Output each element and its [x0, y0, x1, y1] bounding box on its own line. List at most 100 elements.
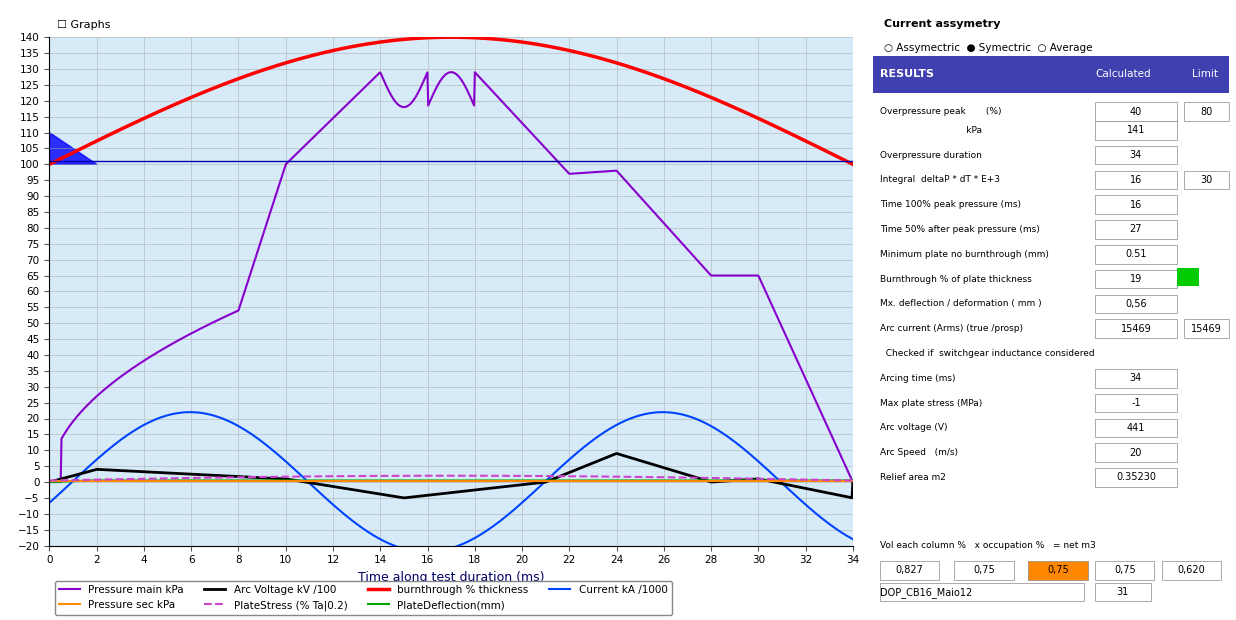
Text: 30: 30: [1200, 175, 1213, 185]
Text: 31: 31: [1117, 587, 1128, 597]
PlateStress (% Ta|0.2): [42, 477, 57, 484]
PlateStress (% Ta|0.2): [684, 474, 698, 481]
Line: burnthrough % thickness: burnthrough % thickness: [49, 37, 853, 164]
PlateDeflection(mm): [125, 477, 140, 484]
Text: Max plate stress (MPa): Max plate stress (MPa): [880, 399, 983, 407]
Bar: [1095, 418, 1177, 437]
Bar: [880, 583, 1084, 601]
PlateStress (% Ta|0.2): [367, 472, 382, 480]
Bar: [1095, 468, 1177, 487]
Arc Voltage kV /100: [124, 467, 138, 475]
Arc Voltage kV /100: [367, 489, 382, 497]
PlateDeflection(mm): [82, 477, 96, 484]
Bar: [1177, 268, 1199, 286]
Bar: [1184, 102, 1229, 121]
Text: 15469: 15469: [1121, 324, 1151, 334]
Current kA /1000: [419, 548, 434, 556]
Arc Voltage kV /100: [397, 494, 412, 502]
Bar: [1095, 443, 1177, 462]
Bar: [1184, 319, 1229, 338]
Bar: [1095, 245, 1177, 264]
Text: Time 100% peak pressure (ms): Time 100% peak pressure (ms): [880, 200, 1021, 209]
burnthrough % thickness: [396, 36, 410, 43]
Line: Pressure main kPa: Pressure main kPa: [49, 72, 853, 482]
burnthrough % thickness: [367, 39, 382, 46]
Text: Arc current (Arms) (true /prosp): Arc current (Arms) (true /prosp): [880, 324, 1023, 333]
Bar: [1095, 583, 1151, 601]
Text: Integral  deltaP * dT * E+3: Integral deltaP * dT * E+3: [880, 175, 1000, 184]
Text: kPa: kPa: [880, 126, 983, 135]
PlateStress (% Ta|0.2): [396, 472, 410, 479]
Arc Voltage kV /100: [845, 479, 860, 486]
Text: 20: 20: [1130, 448, 1142, 458]
Line: PlateStress (% Ta|0.2): PlateStress (% Ta|0.2): [49, 476, 853, 480]
PlateDeflection(mm): [684, 477, 698, 484]
Pressure main kPa: [845, 479, 860, 486]
Text: Time 50% after peak pressure (ms): Time 50% after peak pressure (ms): [880, 225, 1039, 234]
Pressure sec kPa: [684, 477, 698, 485]
Text: Arc Speed   (m/s): Arc Speed (m/s): [880, 448, 958, 457]
Text: 16: 16: [1130, 200, 1142, 210]
Bar: [1095, 294, 1177, 313]
Bar: [873, 56, 1229, 93]
Text: Burnthrough % of plate thickness: Burnthrough % of plate thickness: [880, 275, 1032, 283]
Bar: [880, 561, 939, 580]
PlateDeflection(mm): [42, 479, 57, 486]
PlateStress (% Ta|0.2): [444, 472, 459, 479]
Text: Calculated: Calculated: [1095, 69, 1151, 79]
Current kA /1000: [42, 499, 57, 507]
Current kA /1000: [685, 414, 700, 421]
Current kA /1000: [596, 430, 611, 437]
Text: -1: -1: [1131, 398, 1141, 408]
PlateDeflection(mm): [845, 477, 860, 484]
PlateStress (% Ta|0.2): [845, 477, 860, 484]
Bar: [1184, 170, 1229, 189]
Text: Arcing time (ms): Arcing time (ms): [880, 374, 955, 383]
Bar: [1095, 394, 1177, 412]
Text: Limit: Limit: [1192, 69, 1217, 79]
Text: Relief area m2: Relief area m2: [880, 473, 946, 482]
Arc Voltage kV /100: [595, 456, 609, 463]
Legend: Pressure main kPa, Pressure sec kPa, Arc Voltage kV /100, PlateStress (% Ta|0.2): Pressure main kPa, Pressure sec kPa, Arc…: [54, 581, 671, 615]
Bar: [1095, 270, 1177, 288]
burnthrough % thickness: [42, 161, 57, 168]
Bar: [1095, 319, 1177, 338]
Current kA /1000: [397, 545, 412, 552]
Pressure main kPa: [124, 365, 138, 373]
Bar: [1095, 195, 1177, 214]
Line: PlateDeflection(mm): PlateDeflection(mm): [49, 480, 853, 482]
burnthrough % thickness: [845, 161, 860, 168]
Pressure main kPa: [367, 74, 382, 82]
Text: ○ Assymectric  ● Symectric  ○ Average: ○ Assymectric ● Symectric ○ Average: [884, 43, 1093, 53]
Arc Voltage kV /100: [609, 450, 624, 457]
X-axis label: Time along test duration (ms): Time along test duration (ms): [358, 571, 544, 584]
Text: 40: 40: [1130, 107, 1142, 117]
Bar: [1028, 561, 1088, 580]
Text: 0,620: 0,620: [1178, 565, 1205, 575]
Bar: [1095, 369, 1177, 388]
burnthrough % thickness: [670, 80, 685, 87]
Text: Mx. deflection / deformation ( mm ): Mx. deflection / deformation ( mm ): [880, 299, 1042, 308]
PlateDeflection(mm): [595, 477, 609, 484]
Text: 27: 27: [1130, 224, 1142, 234]
Current kA /1000: [670, 410, 685, 417]
Text: Vol each column %   x occupation %   = net m3: Vol each column % x occupation % = net m…: [880, 541, 1096, 550]
Current kA /1000: [124, 428, 138, 436]
Pressure sec kPa: [396, 477, 410, 485]
Text: Minimum plate no burnthrough (mm): Minimum plate no burnthrough (mm): [880, 250, 1049, 259]
Text: 0,75: 0,75: [973, 565, 995, 575]
Current kA /1000: [368, 533, 383, 540]
Text: 141: 141: [1127, 125, 1145, 135]
burnthrough % thickness: [444, 33, 459, 41]
Pressure main kPa: [396, 104, 410, 111]
Pressure sec kPa: [42, 477, 57, 485]
Text: 441: 441: [1127, 423, 1145, 433]
Arc Voltage kV /100: [42, 479, 57, 486]
burnthrough % thickness: [684, 86, 698, 93]
Current kA /1000: [845, 536, 860, 543]
Line: Current kA /1000: Current kA /1000: [49, 412, 853, 552]
Text: Overpressure peak       (%): Overpressure peak (%): [880, 107, 1001, 116]
Bar: [1095, 121, 1177, 140]
burnthrough % thickness: [595, 55, 609, 63]
Pressure sec kPa: [124, 477, 138, 485]
